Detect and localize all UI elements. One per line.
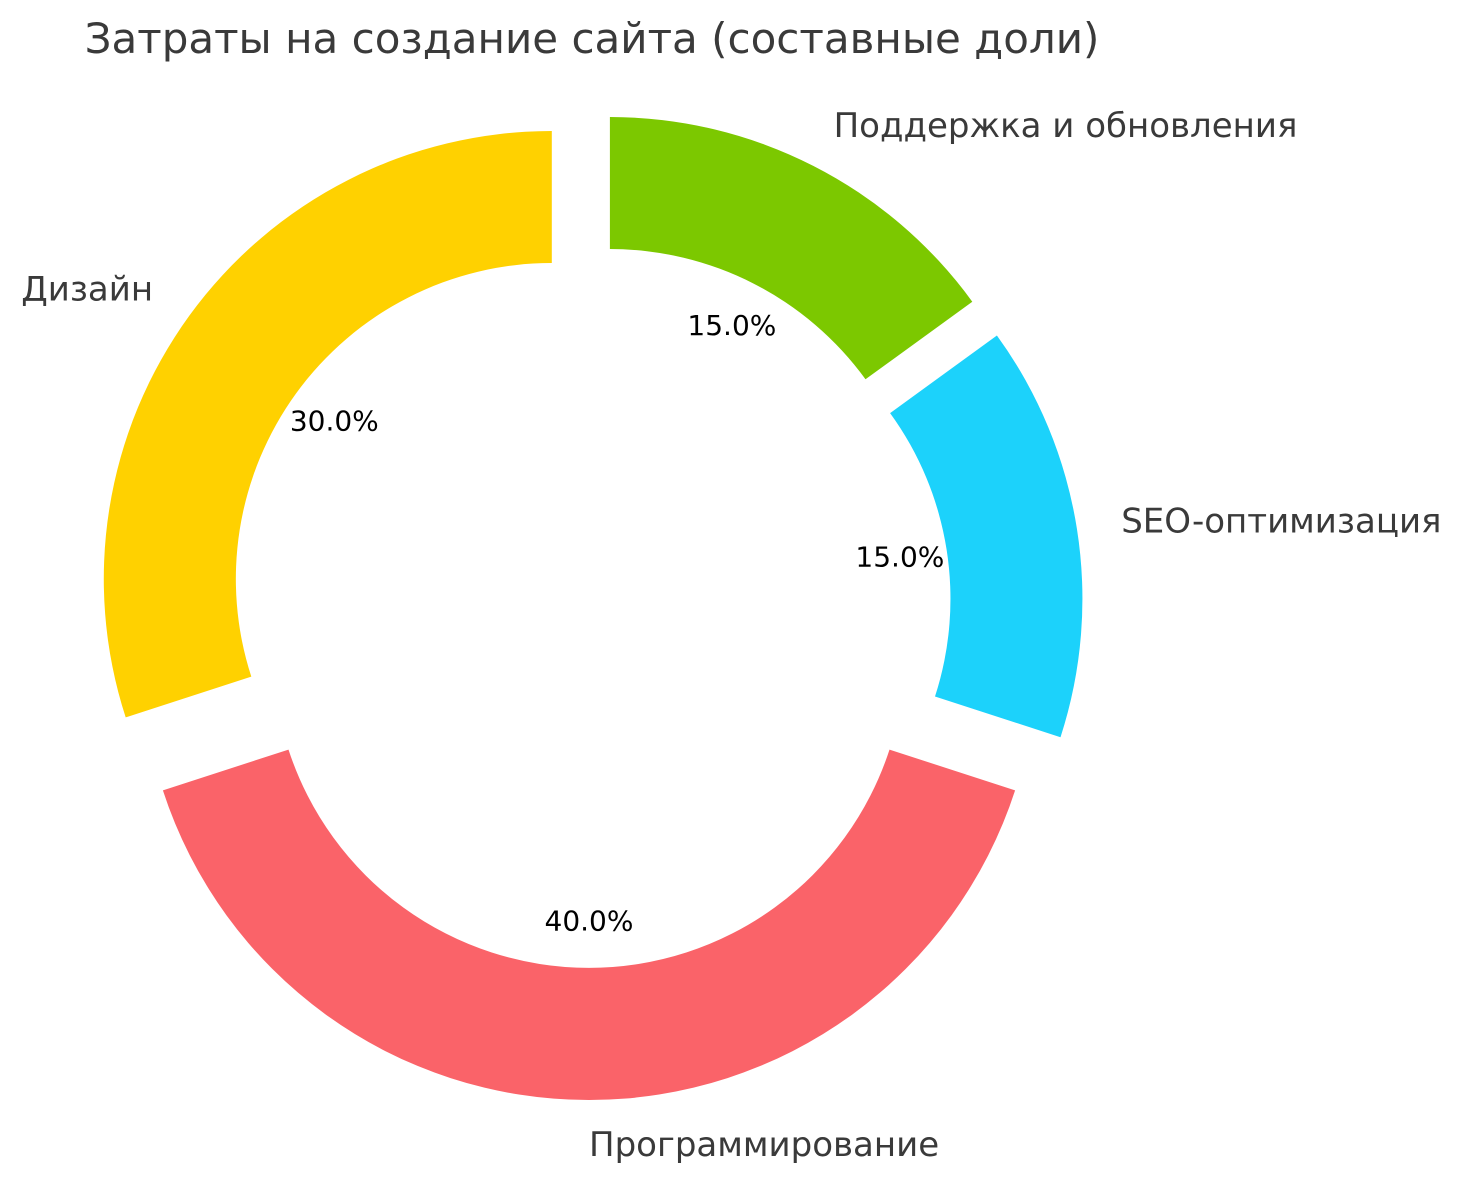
chart-title: Затраты на создание сайта (составные дол… bbox=[84, 14, 1100, 63]
pie-slice-3 bbox=[162, 749, 1016, 1101]
pie-slice-pct-4: 30.0% bbox=[290, 405, 379, 438]
pie-slice-4 bbox=[103, 131, 552, 718]
pie-slice-label-1: Поддержка и обновления bbox=[834, 106, 1298, 146]
pie-slice-2 bbox=[890, 335, 1083, 738]
pie-slice-label-4: Дизайн bbox=[21, 269, 153, 309]
pie-slice-pct-1: 15.0% bbox=[687, 309, 776, 342]
pie-slice-1 bbox=[609, 117, 973, 380]
pie-slice-pct-2: 15.0% bbox=[855, 540, 944, 573]
pie-slice-pct-3: 40.0% bbox=[545, 904, 634, 937]
pie-slice-label-3: Программирование bbox=[589, 1125, 939, 1165]
pie-slice-label-2: SEO-оптимизация bbox=[1121, 502, 1441, 542]
